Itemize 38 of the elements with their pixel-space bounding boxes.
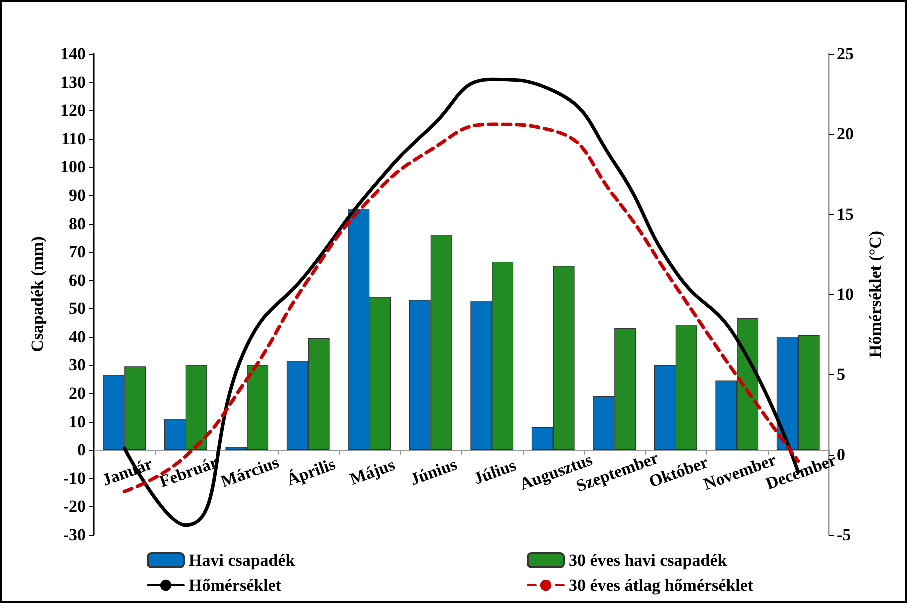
y-tick-label: 110 bbox=[61, 129, 86, 148]
x-tick-label: Június bbox=[408, 454, 460, 490]
legend-label: Havi csapadék bbox=[189, 551, 296, 570]
y2-tick-label: 25 bbox=[837, 44, 854, 64]
y-tick-label: -20 bbox=[63, 497, 86, 516]
y-tick-label: 20 bbox=[69, 384, 86, 404]
y-tick-label: 10 bbox=[69, 412, 86, 432]
x-tick-label: Április bbox=[284, 454, 338, 490]
legend-label: Hőmérséklet bbox=[189, 576, 282, 595]
y-tick-label: -10 bbox=[63, 468, 86, 488]
legend-label: 30 éves átlag hőmérséklet bbox=[569, 576, 754, 595]
x-tick-label: Január bbox=[100, 454, 156, 490]
y-tick-label: 140 bbox=[60, 44, 86, 64]
y-axis-title: Csapadék (mm) bbox=[28, 236, 47, 352]
y-tick-label: 130 bbox=[60, 72, 86, 92]
y2-tick-label: 0 bbox=[837, 445, 846, 464]
y-tick-label: -30 bbox=[63, 526, 86, 544]
x-tick-label: Február bbox=[157, 452, 221, 492]
x-tick-label: Július bbox=[471, 456, 520, 488]
y-tick-label: 100 bbox=[60, 158, 86, 177]
x-tick-label: Március bbox=[218, 452, 282, 492]
x-tick-label: Május bbox=[348, 455, 398, 489]
y2-tick-label: 15 bbox=[837, 204, 854, 224]
y2-tick-label: 20 bbox=[837, 124, 854, 144]
y2-axis-title: Hőmérséklet (°C) bbox=[866, 230, 885, 358]
y-tick-label: 50 bbox=[69, 299, 86, 318]
y-tick-label: 120 bbox=[60, 101, 86, 120]
y2-tick-label: 10 bbox=[837, 285, 854, 304]
y-tick-label: 60 bbox=[69, 270, 86, 290]
y2-tick-label: 5 bbox=[837, 365, 846, 384]
y-tick-label: 40 bbox=[69, 327, 86, 346]
legend-label: 30 éves havi csapadék bbox=[569, 551, 728, 570]
y-tick-label: 70 bbox=[69, 242, 86, 262]
y-tick-label: 90 bbox=[69, 186, 86, 205]
y-tick-label: 80 bbox=[69, 214, 86, 234]
y2-tick-label: -5 bbox=[837, 526, 852, 544]
y-tick-label: 30 bbox=[69, 356, 86, 375]
y-tick-label: 0 bbox=[78, 440, 86, 460]
